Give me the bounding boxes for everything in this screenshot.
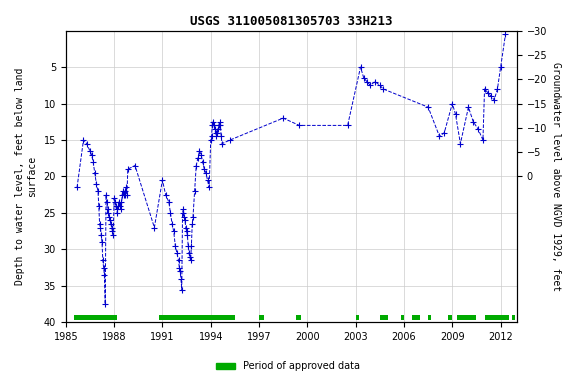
Bar [448, 315, 452, 320]
Y-axis label: Groundwater level above NGVD 1929, feet: Groundwater level above NGVD 1929, feet [551, 62, 561, 291]
Bar [259, 315, 264, 320]
Bar [412, 315, 420, 320]
Bar [380, 315, 388, 320]
Bar [484, 315, 509, 320]
Title: USGS 311005081305703 33H213: USGS 311005081305703 33H213 [190, 15, 392, 28]
Bar [401, 315, 404, 320]
Y-axis label: Depth to water level, feet below land
surface: Depth to water level, feet below land su… [15, 68, 37, 285]
Bar [74, 315, 118, 320]
Legend: Period of approved data: Period of approved data [212, 358, 364, 375]
Bar [457, 315, 476, 320]
Bar [428, 315, 431, 320]
Bar [159, 315, 235, 320]
Bar [512, 315, 515, 320]
Bar [296, 315, 301, 320]
Bar [356, 315, 359, 320]
